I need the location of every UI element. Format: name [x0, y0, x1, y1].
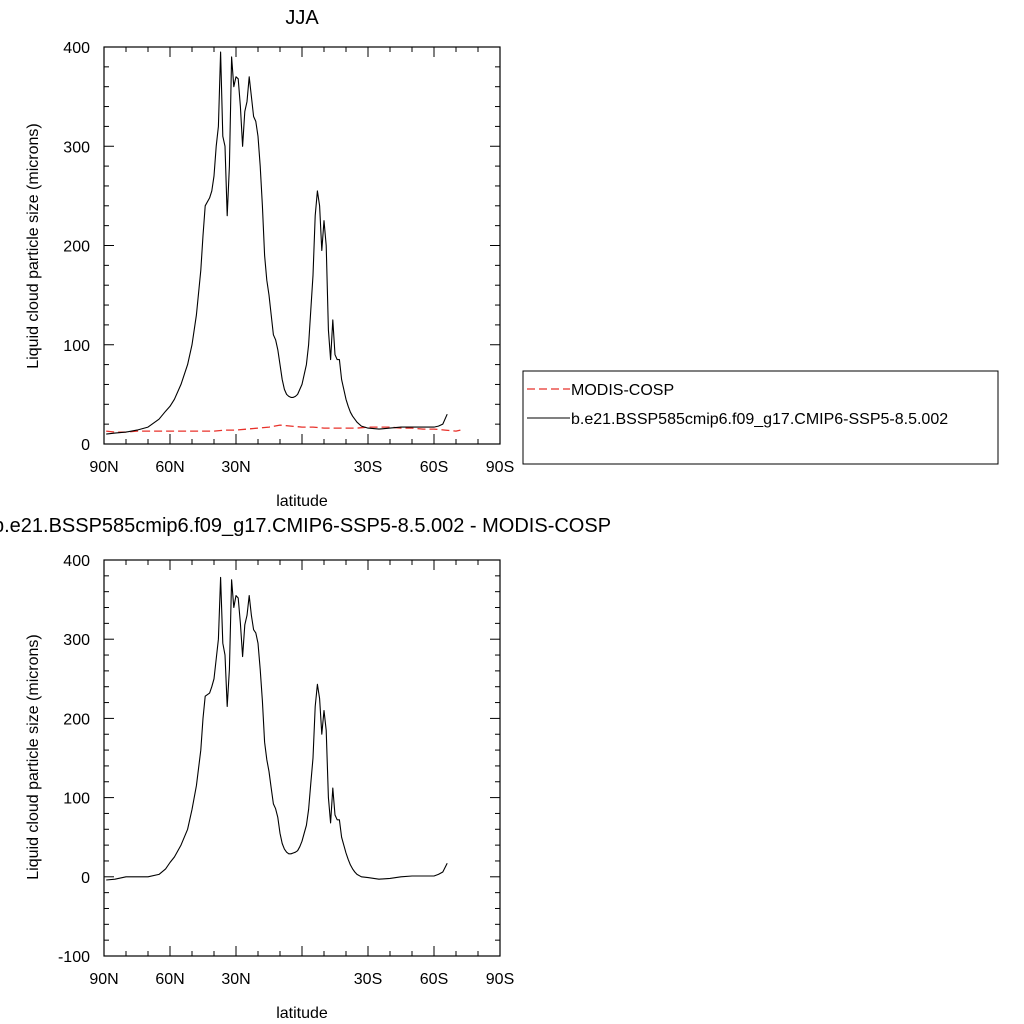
- p1-y-tick-label: 100: [63, 791, 90, 808]
- legend-entry-model: b.e21.BSSP585cmip6.f09_g17.CMIP6-SSP5-8.…: [571, 411, 948, 428]
- bottom-chart-axes: 90N 60N 30N 30S 60S 90S -100 0 100 200 300 400: [58, 553, 514, 988]
- legend-entry-modis: MODIS-COSP: [571, 382, 674, 399]
- bottom-chart-x-axis-label: latitude: [276, 1005, 328, 1022]
- p0-series-line-0: [106, 424, 461, 433]
- top-chart-title: JJA: [285, 7, 319, 29]
- p1-x-tick-label: 30S: [354, 971, 382, 988]
- p0-x-tick-label: 30N: [221, 459, 250, 476]
- p0-x-tick-label: 60S: [420, 459, 448, 476]
- p1-x-tick-label: 60N: [155, 971, 184, 988]
- p0-y-tick-label: 400: [63, 40, 90, 57]
- p0-y-tick-label: 0: [81, 437, 90, 454]
- p1-x-tick-label: 90S: [486, 971, 514, 988]
- bottom-chart-y-axis-label: Liquid cloud particle size (microns): [25, 634, 42, 879]
- p0-y-tick-label: 300: [63, 139, 90, 156]
- p1-y-tick-label: 300: [63, 632, 90, 649]
- p0-x-tick-label: 90S: [486, 459, 514, 476]
- p0-y-tick-label: 200: [63, 239, 90, 256]
- top-chart-series-group: [106, 51, 461, 435]
- top-chart-x-axis-label: latitude: [276, 493, 328, 510]
- legend-frame: [522, 370, 999, 465]
- top-chart-legend: MODIS-COSP b.e21.BSSP585cmip6.f09_g17.CM…: [522, 370, 999, 465]
- p1-y-tick-label: 0: [81, 870, 90, 887]
- p1-x-tick-label: 30N: [221, 971, 250, 988]
- top-chart: JJA 90N 60N 30N 30S 60S 90S 0 100 200 300 400 lati…: [25, 7, 514, 510]
- p1-series-line-0: [106, 576, 448, 881]
- p0-x-tick-label: 90N: [89, 459, 118, 476]
- top-chart-axes: 90N 60N 30N 30S 60S 90S 0 100 200 300 400: [63, 40, 514, 476]
- p0-y-tick-label: 100: [63, 338, 90, 355]
- p1-y-tick-label: 200: [63, 711, 90, 728]
- p1-x-tick-label: 60S: [420, 971, 448, 988]
- top-chart-y-axis-label: Liquid cloud particle size (microns): [25, 123, 42, 368]
- bottom-chart: b.e21.BSSP585cmip6.f09_g17.CMIP6-SSP5-8.…: [0, 515, 611, 1022]
- bottom-chart-title: b.e21.BSSP585cmip6.f09_g17.CMIP6-SSP5-8.…: [0, 515, 611, 537]
- p0-x-tick-label: 60N: [155, 459, 184, 476]
- p0-series-line-1: [106, 51, 448, 435]
- bottom-chart-series-group: [106, 576, 448, 881]
- p0-x-tick-label: 30S: [354, 459, 382, 476]
- p1-x-tick-label: 90N: [89, 971, 118, 988]
- p1-y-tick-label: 400: [63, 553, 90, 570]
- p1-plot-frame: [103, 559, 501, 957]
- p1-y-tick-label: -100: [58, 949, 90, 966]
